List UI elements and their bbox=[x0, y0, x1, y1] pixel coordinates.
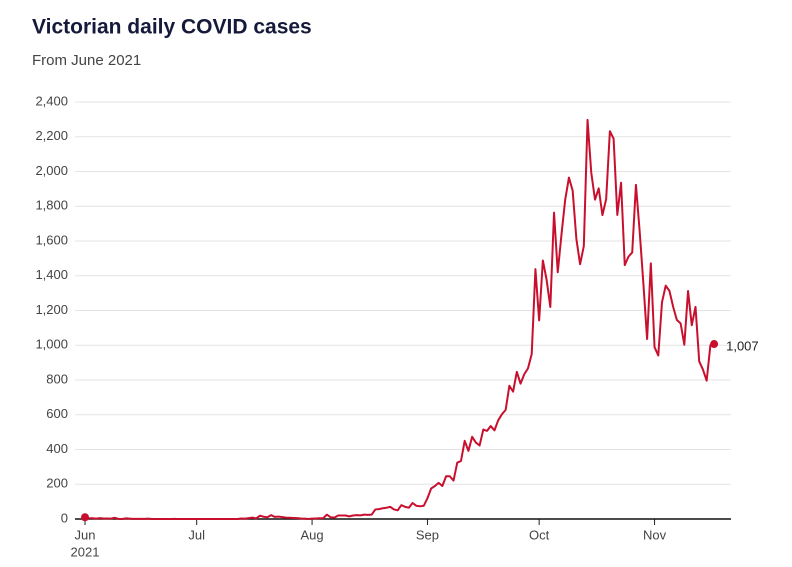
x-tick-label: Oct bbox=[529, 527, 550, 542]
y-tick-label: 1,600 bbox=[35, 232, 68, 247]
x-tick-label: Nov bbox=[643, 527, 667, 542]
y-tick-label: 1,800 bbox=[35, 198, 68, 213]
y-tick-label: 1,200 bbox=[35, 302, 68, 317]
series-line bbox=[84, 118, 715, 520]
y-tick-label: 0 bbox=[61, 510, 68, 525]
start-marker bbox=[81, 513, 89, 522]
x-tick-label: Sep bbox=[416, 527, 439, 542]
chart-title: Victorian daily COVID cases bbox=[32, 16, 312, 39]
end-label: 1,007 bbox=[726, 338, 759, 353]
x-tick-label: Jul bbox=[188, 527, 205, 542]
x-tick-label: Jun bbox=[75, 527, 96, 542]
y-tick-label: 200 bbox=[46, 476, 68, 491]
y-tick-label: 1,000 bbox=[35, 337, 68, 352]
y-tick-label: 400 bbox=[46, 441, 68, 456]
x-sublabel: 2021 bbox=[71, 544, 100, 559]
chart-subtitle: From June 2021 bbox=[32, 52, 141, 69]
y-tick-label: 1,400 bbox=[35, 267, 68, 282]
y-tick-label: 600 bbox=[46, 406, 68, 421]
x-tick-label: Aug bbox=[301, 527, 324, 542]
y-tick-label: 800 bbox=[46, 371, 68, 386]
y-tick-label: 2,400 bbox=[35, 93, 68, 108]
y-tick-label: 2,200 bbox=[35, 128, 68, 143]
y-tick-label: 2,000 bbox=[35, 163, 68, 178]
end-marker bbox=[710, 340, 719, 349]
